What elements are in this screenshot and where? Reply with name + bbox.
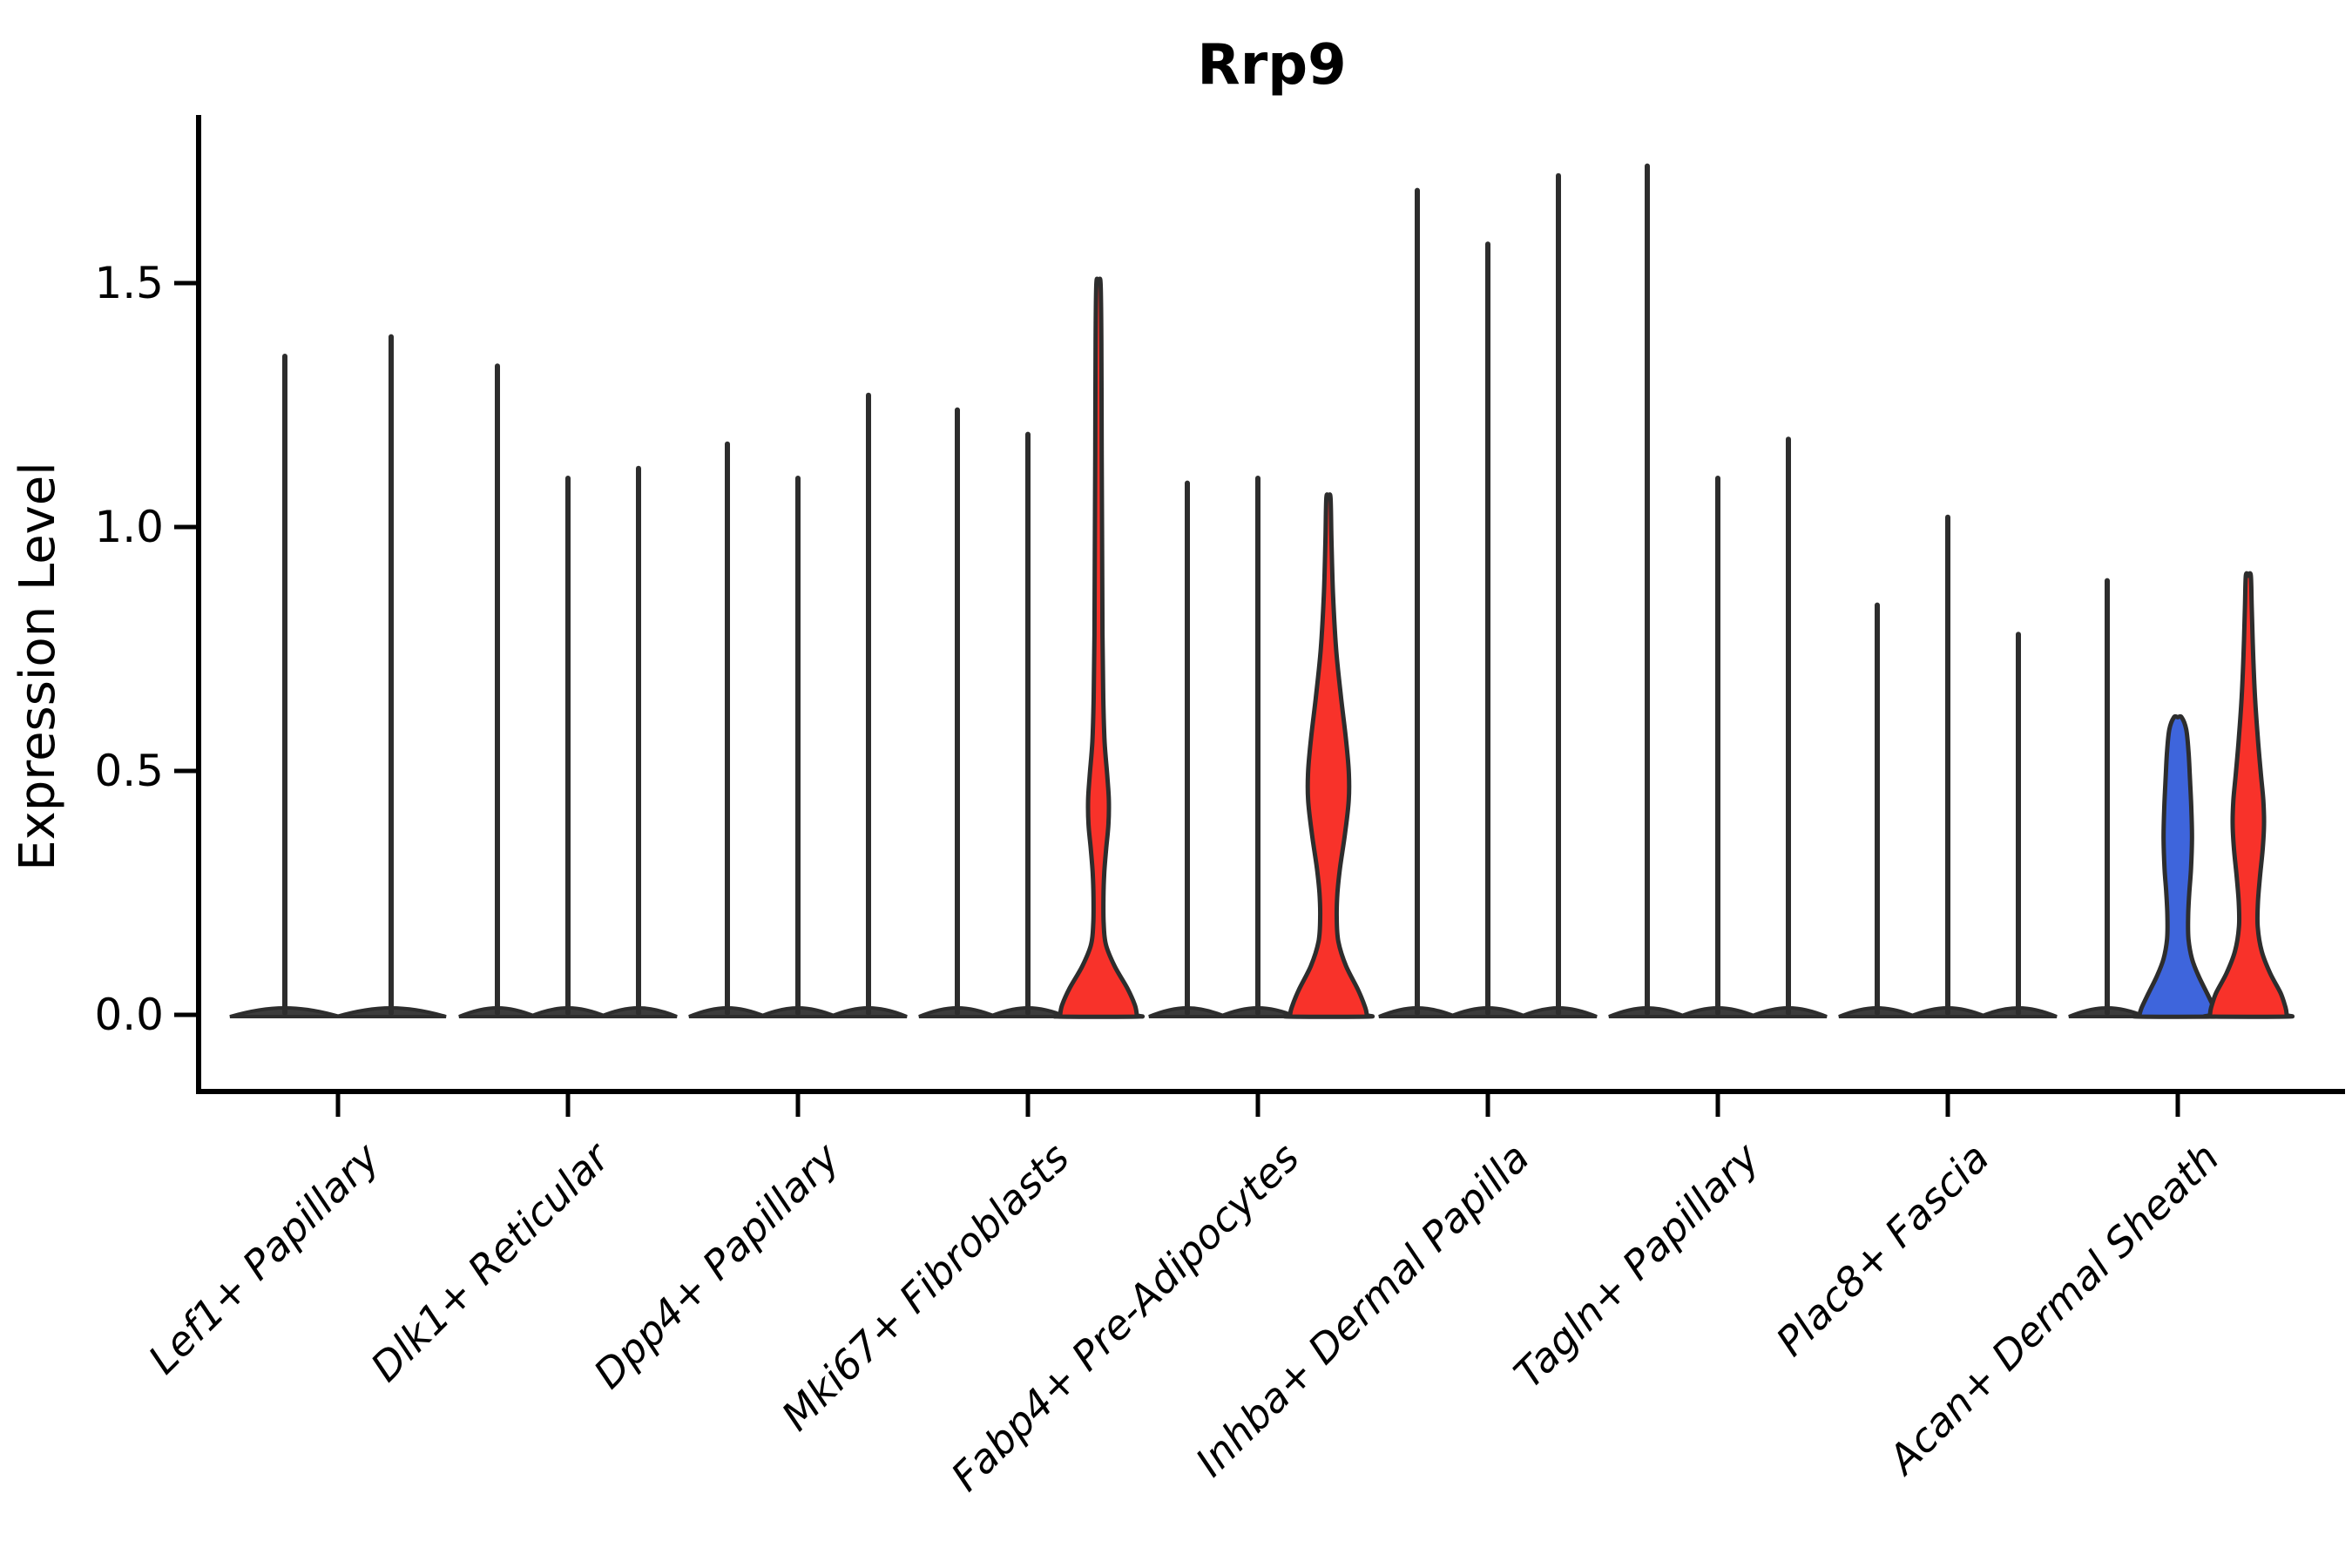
violin-blue (2131, 713, 2225, 1019)
violin-group (1838, 514, 2058, 1018)
violin-group (688, 392, 908, 1018)
x-tick-label: Tagln+ Papillary (1504, 1133, 1768, 1397)
violin-group (2068, 571, 2295, 1019)
chart-title: Rrp9 (1197, 33, 1346, 98)
y-tick-label: 0.0 (94, 990, 164, 1040)
violin-group (1378, 172, 1598, 1018)
axes (174, 115, 2345, 1117)
violin-group (1608, 163, 1828, 1018)
violin-group (918, 276, 1146, 1019)
y-tick-labels: 0.0 0.5 1.0 1.5 (94, 258, 164, 1040)
x-tick-label: Dlk1+ Reticular (362, 1132, 620, 1390)
x-tick-label: Dpp4+ Papillary (585, 1133, 848, 1397)
violin-group (229, 334, 447, 1018)
y-tick-label: 1.5 (94, 258, 164, 308)
x-tick-label: Lef1+ Papillary (139, 1133, 389, 1382)
y-tick-label: 0.5 (94, 746, 164, 796)
violins (229, 163, 2295, 1019)
y-tick-label: 1.0 (94, 502, 164, 552)
violin-red (1281, 492, 1375, 1019)
y-axis-label: Expression Level (10, 462, 66, 871)
violin-red (1051, 276, 1146, 1019)
violin-group (458, 363, 678, 1018)
x-tick-label: Plac8+ Fascia (1767, 1134, 1997, 1365)
violin-group (1148, 476, 1375, 1019)
violin-red (2201, 571, 2295, 1019)
